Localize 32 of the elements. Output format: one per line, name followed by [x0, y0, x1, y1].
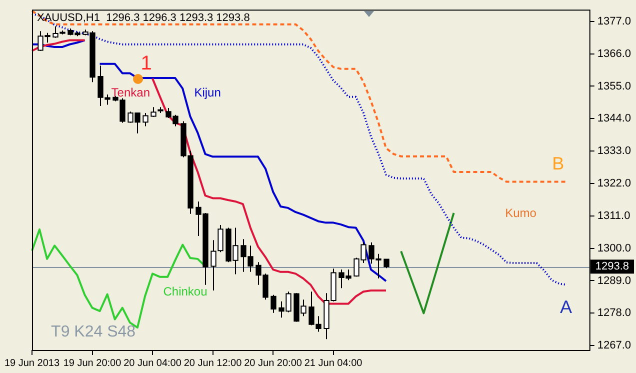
y-tick-label: 1267.0: [597, 340, 632, 352]
y-tick-label: 1300.0: [597, 242, 632, 254]
annotation: Kumo: [505, 206, 537, 220]
y-tick-label: 1366.0: [597, 48, 632, 60]
x-tick-label: 20 Jun 04:00: [124, 358, 182, 369]
ref-line-label: 1293.8: [595, 260, 630, 273]
annotation: A: [560, 296, 572, 317]
series-label: Tenkan: [111, 85, 150, 100]
series-label: Kijun: [194, 85, 221, 100]
annotation: 1: [140, 52, 152, 75]
candlestick: [142, 112, 148, 127]
y-tick-label: 1333.0: [597, 145, 632, 158]
x-tick-label: 20 Jun 12:00: [184, 358, 242, 369]
x-tick-label: 20 Jun 20:00: [244, 358, 302, 369]
candlestick: [218, 224, 224, 253]
series-label: Chinkou: [163, 284, 208, 298]
y-tick-label: 1311.0: [597, 210, 630, 222]
candlestick: [270, 294, 276, 314]
x-tick-label: 21 Jun 04:00: [304, 358, 363, 369]
y-tick-label: 1344.0: [597, 112, 632, 125]
candlestick: [150, 106, 156, 118]
candlestick: [210, 240, 216, 291]
y-tick-label: 1322.0: [597, 178, 632, 190]
y-tick-label: 1355.0: [597, 80, 632, 92]
line-series: [31, 10, 568, 183]
x-tick-label: 19 Jun 20:00: [63, 358, 122, 369]
y-tick-label: 1278.0: [597, 307, 632, 320]
x-tick-label: 19 Jun 2013: [4, 358, 60, 369]
y-tick-label: 1289.0: [597, 274, 632, 287]
y-tick-label: 1377.0: [597, 15, 632, 28]
annotation: B: [552, 153, 564, 174]
annotation: T9 K24 S48: [51, 324, 136, 341]
